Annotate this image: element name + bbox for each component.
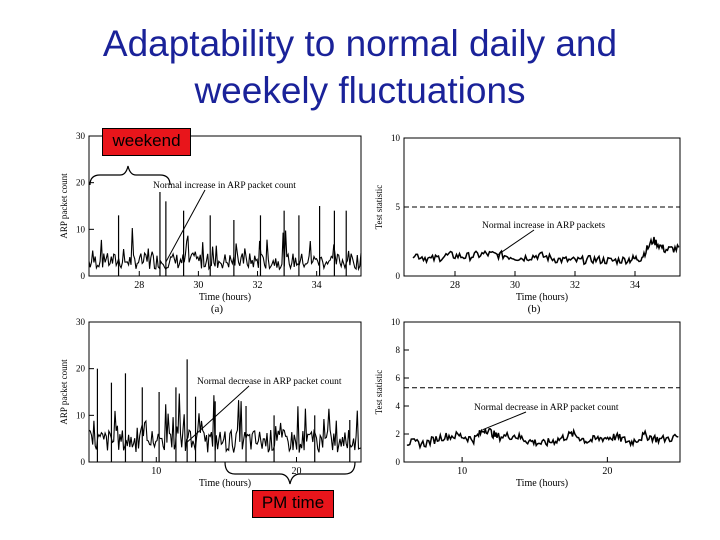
chart-b: 0 5 10 28 30 32 34 Time (hours) Test statistic (b… [374,133,681,315]
x-tick-label: 32 [570,280,580,291]
series-line [88,393,362,453]
x-tick-label: 34 [630,280,640,291]
x-axis-label: Time (hours) [199,292,251,303]
y-tick-label: 4 [396,401,401,411]
x-tick-label: 32 [253,280,263,291]
y-tick-label: 0 [396,457,401,467]
series-line [88,227,362,272]
chart-panel-a: 0 10 20 30 28 30 32 34 Time (hours) ARP packet co… [55,128,375,320]
chart-panel-d: 0 2 4 6 8 10 10 20 Time (hours) Test statistic Nor… [370,312,690,492]
weekend-tag: weekend [102,128,191,156]
panel-label: (b) [528,303,541,315]
annotation-text: Normal increase in ARP packet count [153,181,296,191]
x-tick-label: 34 [312,280,322,291]
y-tick-label: 10 [76,410,86,420]
x-tick-label: 30 [193,280,203,291]
y-tick-label: 0 [396,271,401,281]
y-axis-label: Test statistic [374,185,384,230]
chart-a: 0 10 20 30 28 30 32 34 Time (hours) ARP packet co… [59,131,362,315]
annotation-text: Normal increase in ARP packets [482,221,605,231]
plot-frame [403,321,681,463]
y-tick-label: 10 [391,133,401,143]
x-tick-label: 10 [151,466,161,477]
y-tick-label: 0 [81,457,86,467]
y-tick-label: 2 [396,429,401,439]
y-axis-label: ARP packet count [59,359,69,425]
chart-panel-b: 0 5 10 28 30 32 34 Time (hours) Test statistic (b… [370,128,690,320]
y-axis-label: Test statistic [374,370,384,415]
y-tick-label: 30 [76,131,86,141]
x-tick-label: 20 [602,466,612,477]
x-axis-label: Time (hours) [199,478,251,489]
slide-title-line2: weekely fluctuations [194,70,526,111]
chart-c: 0 10 20 30 10 20 Time (hours) ARP packet count N… [59,317,362,489]
annotation-arrow [185,385,250,444]
x-tick-label: 28 [450,280,460,291]
y-axis-label: ARP packet count [59,173,69,239]
annotation-arrow [496,229,535,256]
y-tick-label: 0 [81,271,86,281]
x-tick-label: 30 [510,280,520,291]
x-tick-label: 10 [457,466,467,477]
x-axis-label: Time (hours) [516,292,568,303]
y-tick-label: 20 [76,364,86,374]
panel-label: (a) [211,303,224,315]
slide-title-line1: Adaptability to normal daily and [102,23,618,64]
y-tick-label: 20 [76,178,86,188]
series-line [406,427,679,450]
slide-title: Adaptability to normal daily and weekely… [0,20,720,114]
plot-frame [88,135,362,277]
x-tick-label: 28 [134,280,144,291]
annotation-arrow [165,189,206,263]
y-tick-label: 8 [396,345,401,355]
annotation-arrow [482,411,527,431]
y-tick-label: 5 [396,202,401,212]
series-line [412,236,680,267]
y-tick-label: 10 [76,224,86,234]
y-tick-label: 6 [396,373,401,383]
chart-panel-c: 0 10 20 30 10 20 Time (hours) ARP packet count N… [55,312,375,492]
y-tick-label: 10 [391,317,401,327]
annotation-text: Normal decrease in ARP packet count [197,377,342,387]
pm-time-tag: PM time [252,490,334,518]
x-tick-label: 20 [292,466,302,477]
y-tick-label: 30 [76,317,86,327]
x-axis-label: Time (hours) [516,478,568,489]
annotation-text: Normal decrease in ARP packet count [474,403,619,413]
chart-d: 0 2 4 6 8 10 10 20 Time (hours) Test statistic Nor… [374,317,681,489]
